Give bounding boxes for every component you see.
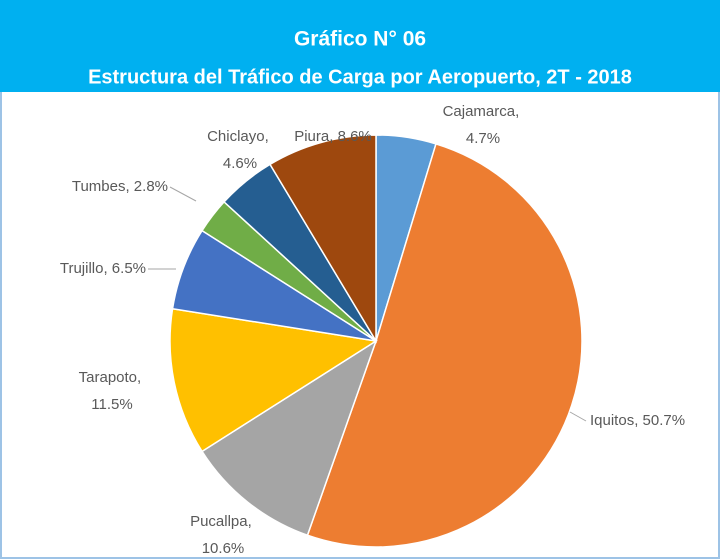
data-label: Piura, 8.6% <box>294 128 372 145</box>
data-label: Chiclayo, 4.6% <box>207 128 273 172</box>
pie-slice <box>201 339 378 537</box>
data-label: Trujillo, 6.5% <box>60 260 146 277</box>
pie-slice <box>268 134 377 344</box>
data-label: Cajamarca, 4.7% <box>443 103 524 147</box>
header-band <box>0 0 720 92</box>
data-label: Tarapoto, 11.5% <box>79 369 146 413</box>
data-label: Iquitos, 50.7% <box>590 412 685 429</box>
data-label: Pucallpa, 10.6% <box>190 513 256 557</box>
pie-slice <box>306 142 583 548</box>
leader-line <box>169 186 197 202</box>
chart-subtitle: Estructura del Tráfico de Carga por Aero… <box>88 66 632 88</box>
leader-line <box>569 411 587 422</box>
data-label: Tumbes, 2.8% <box>72 178 168 195</box>
chart-title: Gráfico N° 06 <box>294 28 426 51</box>
pie-slice <box>169 307 379 453</box>
